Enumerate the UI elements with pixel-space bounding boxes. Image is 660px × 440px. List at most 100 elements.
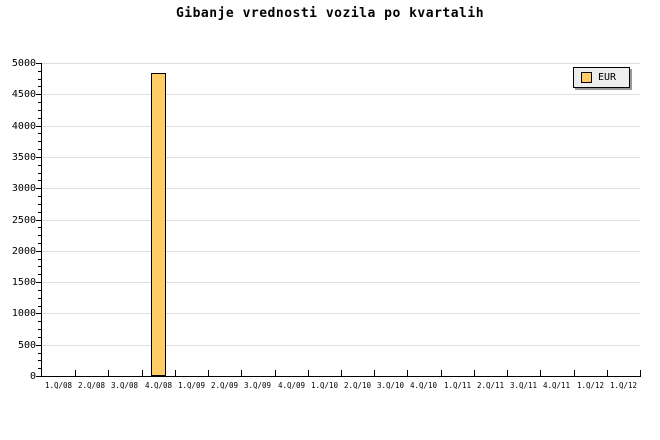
y-axis-minor-tick: [38, 204, 41, 205]
gridline: [42, 282, 640, 283]
x-axis-label: 4.Q/10: [409, 381, 438, 390]
x-axis-tick: [441, 370, 442, 376]
x-axis-tick: [341, 370, 342, 376]
y-axis-minor-tick: [38, 118, 41, 119]
x-axis-tick: [108, 370, 109, 376]
y-axis-label: 5000: [11, 58, 36, 69]
y-axis-tick: [36, 345, 41, 346]
y-axis-tick: [36, 94, 41, 95]
y-axis-minor-tick: [38, 329, 41, 330]
y-axis-minor-tick: [38, 298, 41, 299]
y-axis-minor-tick: [38, 110, 41, 111]
y-axis-minor-tick: [38, 102, 41, 103]
gridline: [42, 251, 640, 252]
y-axis-label: 500: [17, 340, 36, 351]
x-axis-tick: [241, 370, 242, 376]
y-axis-minor-tick: [38, 360, 41, 361]
y-axis-tick: [36, 126, 41, 127]
x-axis-tick: [607, 370, 608, 376]
y-axis-minor-tick: [38, 180, 41, 181]
y-axis-minor-tick: [38, 227, 41, 228]
y-axis-label: 4000: [11, 121, 36, 132]
gridline: [42, 63, 640, 64]
x-axis-label: 4.Q/08: [144, 381, 173, 390]
x-axis-label: 4.Q/11: [542, 381, 571, 390]
y-axis-minor-tick: [38, 353, 41, 354]
y-axis-tick: [36, 282, 41, 283]
legend-color-swatch-icon: [581, 72, 592, 83]
x-axis-tick: [540, 370, 541, 376]
y-axis-minor-tick: [38, 165, 41, 166]
y-axis-tick: [36, 188, 41, 189]
x-axis-label: 2.Q/08: [77, 381, 106, 390]
gridline: [42, 126, 640, 127]
y-axis-tick: [36, 313, 41, 314]
y-axis-minor-tick: [38, 274, 41, 275]
x-axis-label: 1.Q/11: [443, 381, 472, 390]
x-axis-tick: [308, 370, 309, 376]
y-axis-label: 1000: [11, 308, 36, 319]
y-axis-minor-tick: [38, 71, 41, 72]
x-axis-label: 3.Q/10: [376, 381, 405, 390]
x-axis-tick: [507, 370, 508, 376]
x-axis-tick: [175, 370, 176, 376]
y-axis-minor-tick: [38, 86, 41, 87]
x-axis-tick: [407, 370, 408, 376]
legend: EUR: [573, 67, 630, 88]
y-axis-minor-tick: [38, 306, 41, 307]
y-axis-label: 0: [29, 371, 36, 382]
y-axis-minor-tick: [38, 337, 41, 338]
y-axis-minor-tick: [38, 266, 41, 267]
bar: [151, 73, 166, 376]
y-axis-tick: [36, 376, 41, 377]
gridline: [42, 188, 640, 189]
chart-title: Gibanje vrednosti vozila po kvartalih: [175, 6, 485, 21]
x-axis-label: 2.Q/09: [210, 381, 239, 390]
gridline: [42, 345, 640, 346]
gridline: [42, 94, 640, 95]
y-axis-label: 1500: [11, 277, 36, 288]
y-axis-line: [41, 63, 42, 377]
y-axis-minor-tick: [38, 79, 41, 80]
x-axis-tick: [640, 370, 641, 376]
y-axis-minor-tick: [38, 141, 41, 142]
x-axis-tick: [142, 370, 143, 376]
y-axis-minor-tick: [38, 133, 41, 134]
x-axis-label: 3.Q/11: [509, 381, 538, 390]
x-axis-label: 1.Q/08: [44, 381, 73, 390]
gridline: [42, 157, 640, 158]
x-axis-label: 4.Q/09: [277, 381, 306, 390]
y-axis-label: 2000: [11, 246, 36, 257]
y-axis-tick: [36, 63, 41, 64]
y-axis-minor-tick: [38, 321, 41, 322]
x-axis-label: 1.Q/12: [609, 381, 638, 390]
gridline: [42, 313, 640, 314]
y-axis-label: 4500: [11, 89, 36, 100]
x-axis-label: 2.Q/10: [343, 381, 372, 390]
x-axis-label: 2.Q/11: [476, 381, 505, 390]
y-axis-minor-tick: [38, 235, 41, 236]
y-axis-minor-tick: [38, 173, 41, 174]
x-axis-label: 1.Q/09: [177, 381, 206, 390]
x-axis-label: 3.Q/09: [243, 381, 272, 390]
y-axis-minor-tick: [38, 290, 41, 291]
x-axis-label: 1.Q/12: [576, 381, 605, 390]
y-axis-minor-tick: [38, 259, 41, 260]
x-axis-tick: [208, 370, 209, 376]
x-axis-label: 3.Q/08: [110, 381, 139, 390]
y-axis-tick: [36, 220, 41, 221]
y-axis-minor-tick: [38, 196, 41, 197]
x-axis-tick: [75, 370, 76, 376]
y-axis-minor-tick: [38, 212, 41, 213]
x-axis-tick: [275, 370, 276, 376]
legend-label: EUR: [598, 72, 617, 83]
x-axis-tick: [374, 370, 375, 376]
y-axis-minor-tick: [38, 243, 41, 244]
y-axis-minor-tick: [38, 368, 41, 369]
gridline: [42, 220, 640, 221]
y-axis-label: 3000: [11, 183, 36, 194]
y-axis-label: 3500: [11, 152, 36, 163]
y-axis-tick: [36, 251, 41, 252]
y-axis-label: 2500: [11, 215, 36, 226]
x-axis-tick: [474, 370, 475, 376]
